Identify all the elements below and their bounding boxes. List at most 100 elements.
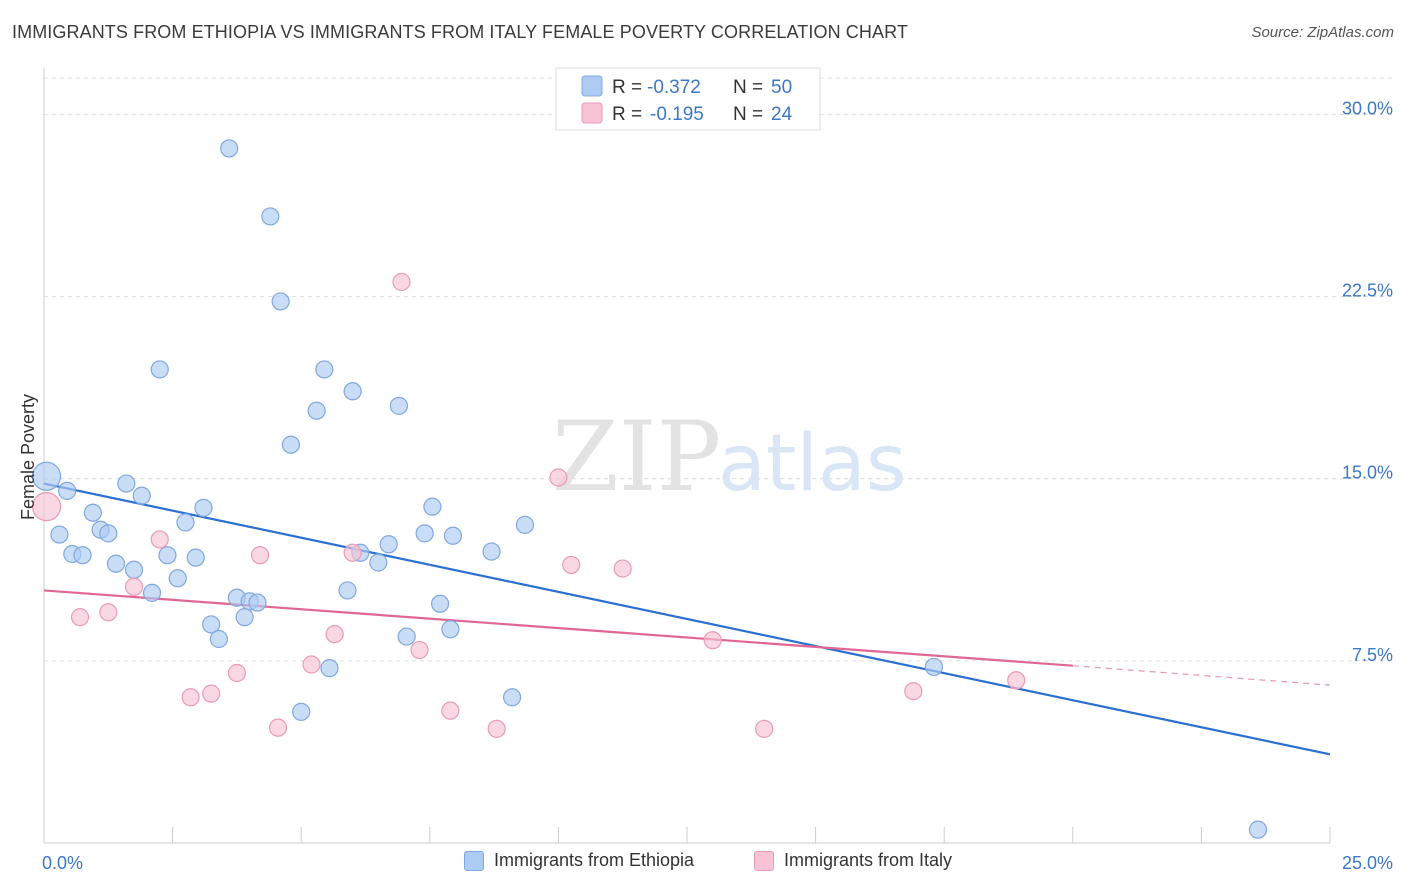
- legend-swatch-italy: [754, 850, 774, 871]
- point-ethiopia-0: [31, 461, 62, 491]
- point-italy-4: [150, 530, 169, 549]
- point-italy-20: [703, 631, 722, 650]
- point-ethiopia-34: [343, 382, 362, 401]
- point-ethiopia-29: [292, 702, 311, 721]
- point-italy-16: [487, 719, 506, 738]
- point-ethiopia-25: [248, 593, 267, 612]
- legend-top-n-label-2: N =: [733, 104, 763, 125]
- point-ethiopia-12: [142, 583, 162, 602]
- legend-top-r-value-1: -0.372: [647, 77, 701, 98]
- point-ethiopia-43: [441, 620, 460, 639]
- point-italy-18: [562, 555, 581, 575]
- point-italy-14: [410, 640, 429, 660]
- point-ethiopia-8: [106, 554, 126, 573]
- point-italy-2: [99, 603, 118, 622]
- point-italy-11: [325, 625, 344, 644]
- point-ethiopia-48: [924, 657, 944, 677]
- point-italy-1: [70, 608, 90, 627]
- y-tick-label-1: 15.0%: [1342, 463, 1393, 483]
- point-ethiopia-4: [73, 546, 92, 565]
- trend-lines: [43, 482, 1331, 756]
- legend-label-ethiopia: Immigrants from Ethiopia: [494, 850, 695, 870]
- trend-line-italy: [43, 589, 1073, 667]
- point-italy-21: [755, 719, 774, 738]
- point-ethiopia-30: [307, 401, 326, 420]
- grid: [44, 77, 1392, 662]
- point-ethiopia-26: [261, 207, 280, 226]
- point-ethiopia-47: [515, 515, 535, 534]
- point-italy-22: [904, 682, 923, 701]
- point-ethiopia-15: [168, 569, 187, 588]
- y-axis-label: Female Poverty: [18, 394, 38, 520]
- point-ethiopia-11: [132, 486, 151, 505]
- point-italy-3: [124, 577, 144, 596]
- y-tick-label-2: 22.5%: [1342, 281, 1393, 301]
- legend-top-n-value-1: 50: [771, 77, 792, 98]
- trend-line-ethiopia: [43, 482, 1331, 756]
- point-ethiopia-21: [220, 139, 239, 158]
- point-italy-7: [227, 663, 246, 683]
- point-ethiopia-5: [83, 503, 102, 522]
- legend-item-ethiopia: Immigrants from Ethiopia: [464, 850, 694, 871]
- point-ethiopia-32: [320, 659, 339, 678]
- point-ethiopia-45: [482, 542, 501, 561]
- legend-top-swatch-italy: [581, 102, 603, 124]
- tick-labels: 7.5% 15.0% 22.5% 30.0% 0.0% 25.0%: [42, 98, 1393, 873]
- point-italy-0: [31, 492, 62, 522]
- point-ethiopia-2: [58, 481, 77, 500]
- point-ethiopia-18: [194, 498, 213, 517]
- point-ethiopia-20: [209, 629, 228, 649]
- point-italy-9: [268, 718, 288, 737]
- point-ethiopia-39: [397, 627, 416, 646]
- point-ethiopia-27: [271, 292, 290, 311]
- legend-top-r-label-1: R =: [612, 77, 642, 98]
- legend-top-n-value-2: 24: [771, 104, 793, 125]
- point-italy-6: [202, 684, 221, 703]
- point-ethiopia-41: [423, 497, 442, 516]
- legend-top-r-value-2: -0.195: [650, 104, 704, 125]
- point-ethiopia-7: [99, 524, 118, 543]
- point-ethiopia-46: [503, 688, 522, 707]
- point-italy-8: [250, 546, 270, 565]
- point-ethiopia-33: [338, 581, 357, 600]
- point-ethiopia-37: [379, 535, 398, 554]
- point-ethiopia-1: [50, 525, 69, 544]
- legend-label-italy: Immigrants from Italy: [784, 850, 953, 870]
- legend-swatch-ethiopia: [464, 850, 484, 871]
- point-italy-12: [343, 543, 362, 562]
- point-italy-17: [549, 468, 568, 487]
- point-ethiopia-31: [315, 360, 334, 379]
- point-italy-15: [441, 701, 460, 720]
- x-tick-label-0: 0.0%: [42, 853, 83, 873]
- axes: [43, 68, 1331, 844]
- point-ethiopia-44: [443, 526, 463, 545]
- point-ethiopia-13: [150, 360, 169, 379]
- chart-source: Source: ZipAtlas.com: [1251, 24, 1394, 41]
- points: [31, 139, 1268, 839]
- point-ethiopia-16: [176, 513, 195, 532]
- point-italy-5: [181, 688, 200, 707]
- legend-top: R = -0.372 N = 50 R = -0.195 N = 24: [555, 67, 821, 131]
- point-ethiopia-10: [124, 560, 144, 579]
- point-ethiopia-38: [389, 396, 409, 415]
- point-ethiopia-9: [117, 474, 136, 493]
- point-ethiopia-17: [186, 548, 205, 567]
- point-italy-19: [613, 559, 632, 578]
- watermark: ZIP atlas: [552, 401, 907, 513]
- point-ethiopia-19: [202, 615, 221, 634]
- point-ethiopia-28: [281, 435, 301, 454]
- legend-top-swatch-ethiopia: [581, 75, 603, 97]
- point-ethiopia-36: [369, 553, 388, 572]
- chart-title: IMMIGRANTS FROM ETHIOPIA VS IMMIGRANTS F…: [12, 22, 908, 42]
- legend-top-r-label-2: R =: [612, 104, 642, 125]
- point-italy-10: [302, 655, 321, 674]
- point-ethiopia-49: [1248, 820, 1268, 839]
- watermark-atlas: atlas: [718, 419, 907, 509]
- legend-top-n-label-1: N =: [733, 77, 763, 98]
- trend-line-italy-extension: [1072, 665, 1331, 686]
- point-ethiopia-14: [158, 546, 177, 565]
- y-tick-label-0: 7.5%: [1352, 645, 1393, 665]
- legend-item-italy: Immigrants from Italy: [754, 850, 952, 871]
- x-tick-label-1: 25.0%: [1342, 853, 1393, 873]
